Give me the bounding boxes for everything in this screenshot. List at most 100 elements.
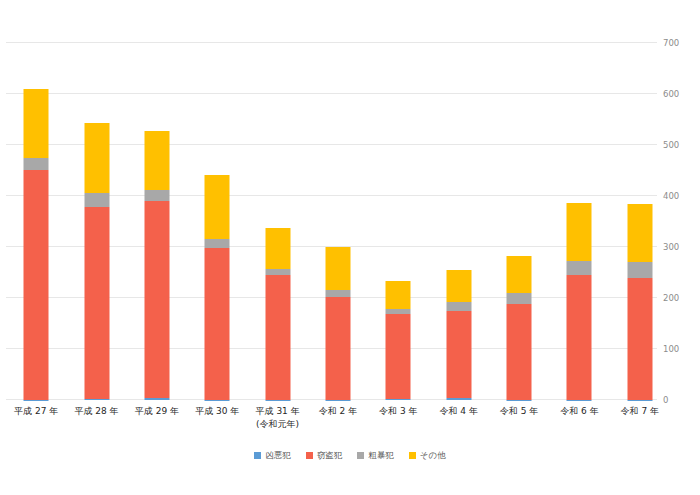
x-axis-tick-label-line: 令和 2 年	[308, 405, 368, 418]
bar-segment-凶悪犯	[24, 400, 49, 401]
bar-segment-粗暴犯	[325, 290, 350, 297]
bar-segment-粗暴犯	[205, 239, 230, 247]
bar-segment-その他	[325, 247, 350, 291]
x-axis-tick-label: 平成 27 年	[6, 402, 66, 431]
bar-segment-その他	[386, 281, 411, 309]
legend-item: その他	[409, 450, 446, 460]
x-axis-tick-label-line: 平成 27 年	[6, 405, 66, 418]
x-axis-tick-label-line: 令和 4 年	[429, 405, 489, 418]
bar-segment-粗暴犯	[446, 302, 471, 312]
x-axis-tick-label-line: 平成 28 年	[66, 405, 126, 418]
bar-segment-窃盗犯	[325, 297, 350, 400]
legend-item-label: 粗暴犯	[368, 450, 394, 460]
bar-segment-その他	[567, 203, 592, 262]
bar-segment-その他	[627, 204, 652, 263]
legend-item: 窃盗犯	[306, 450, 343, 460]
x-axis-labels: 平成 27 年平成 28 年平成 29 年平成 30 年平成 31 年(令和元年…	[6, 402, 670, 431]
bar-segment-粗暴犯	[24, 158, 49, 170]
stacked-bar	[144, 131, 169, 400]
x-axis-tick-label: 令和 6 年	[549, 402, 609, 431]
legend: 凶悪犯 窃盗犯 粗暴犯 その他	[0, 450, 700, 460]
bar-segment-窃盗犯	[144, 201, 169, 399]
stacked-bar	[567, 203, 592, 400]
legend-item-label: その他	[420, 450, 446, 460]
stacked-bar	[386, 281, 411, 400]
bars-layer	[6, 0, 670, 400]
bar-segment-窃盗犯	[386, 314, 411, 399]
bar-segment-その他	[205, 175, 230, 240]
bar-segment-窃盗犯	[627, 278, 652, 400]
stacked-bar	[507, 256, 532, 400]
chart-canvas: 0100200300400500600700 平成 27 年平成 28 年平成 …	[0, 0, 700, 495]
bar-segment-その他	[265, 228, 290, 269]
bar-segment-その他	[507, 256, 532, 294]
bar-slot	[429, 0, 489, 400]
bar-segment-その他	[84, 123, 109, 194]
bar-segment-粗暴犯	[627, 262, 652, 277]
bar-segment-凶悪犯	[386, 399, 411, 400]
bar-slot	[610, 0, 670, 400]
bar-slot	[127, 0, 187, 400]
stacked-bar	[24, 89, 49, 400]
bar-segment-凶悪犯	[507, 400, 532, 401]
bar-segment-窃盗犯	[446, 311, 471, 398]
bar-slot	[247, 0, 307, 400]
x-axis-tick-label: 令和 5 年	[489, 402, 549, 431]
stacked-bar	[627, 204, 652, 400]
legend-item-label: 凶悪犯	[265, 450, 291, 460]
bar-segment-その他	[446, 270, 471, 301]
legend-swatch-icon	[357, 452, 364, 459]
x-axis-tick-label-line: 令和 3 年	[368, 405, 428, 418]
x-axis-tick-label-line: 平成 30 年	[187, 405, 247, 418]
bar-slot	[6, 0, 66, 400]
bar-segment-窃盗犯	[567, 275, 592, 399]
bar-slot	[549, 0, 609, 400]
x-axis-tick-label: 令和 2 年	[308, 402, 368, 431]
x-axis-tick-label: 平成 29 年	[127, 402, 187, 431]
x-axis-tick-label-line: 令和 6 年	[549, 405, 609, 418]
legend-swatch-icon	[306, 452, 313, 459]
bar-slot	[308, 0, 368, 400]
legend-item: 粗暴犯	[357, 450, 394, 460]
x-axis-tick-label-line: 平成 29 年	[127, 405, 187, 418]
x-axis-tick-label: 平成 30 年	[187, 402, 247, 431]
bar-segment-凶悪犯	[265, 400, 290, 401]
bar-segment-凶悪犯	[144, 398, 169, 400]
legend-swatch-icon	[409, 452, 416, 459]
x-axis-tick-label: 令和 4 年	[429, 402, 489, 431]
bar-segment-凶悪犯	[84, 399, 109, 400]
bar-segment-凶悪犯	[205, 400, 230, 401]
bar-segment-その他	[144, 131, 169, 190]
plot-area	[6, 0, 670, 400]
legend-swatch-icon	[254, 452, 261, 459]
bar-segment-窃盗犯	[205, 248, 230, 400]
bar-segment-その他	[24, 89, 49, 158]
bar-segment-窃盗犯	[265, 275, 290, 399]
stacked-bar	[84, 123, 109, 400]
stacked-bar	[446, 270, 471, 400]
legend-item-label: 窃盗犯	[317, 450, 343, 460]
bar-segment-粗暴犯	[84, 193, 109, 206]
bar-segment-凶悪犯	[627, 400, 652, 401]
bar-slot	[66, 0, 126, 400]
bar-segment-窃盗犯	[84, 207, 109, 399]
bar-segment-凶悪犯	[325, 400, 350, 401]
legend-item: 凶悪犯	[254, 450, 291, 460]
x-axis-tick-label: 令和 7 年	[610, 402, 670, 431]
x-axis-tick-label: 令和 3 年	[368, 402, 428, 431]
x-axis-tick-label-line: (令和元年)	[247, 418, 307, 431]
stacked-bar	[265, 228, 290, 400]
x-axis-tick-label-line: 令和 7 年	[610, 405, 670, 418]
bar-segment-窃盗犯	[507, 304, 532, 399]
x-axis-tick-label-line: 令和 5 年	[489, 405, 549, 418]
x-axis-tick-label-line: 平成 31 年	[247, 405, 307, 418]
bar-segment-窃盗犯	[24, 170, 49, 400]
stacked-bar	[205, 175, 230, 400]
bar-segment-粗暴犯	[507, 293, 532, 304]
bar-segment-凶悪犯	[446, 398, 471, 400]
bar-segment-凶悪犯	[567, 400, 592, 401]
x-axis-tick-label: 平成 28 年	[66, 402, 126, 431]
x-axis-tick-label: 平成 31 年(令和元年)	[247, 402, 307, 431]
bar-slot	[187, 0, 247, 400]
bar-segment-粗暴犯	[144, 190, 169, 201]
